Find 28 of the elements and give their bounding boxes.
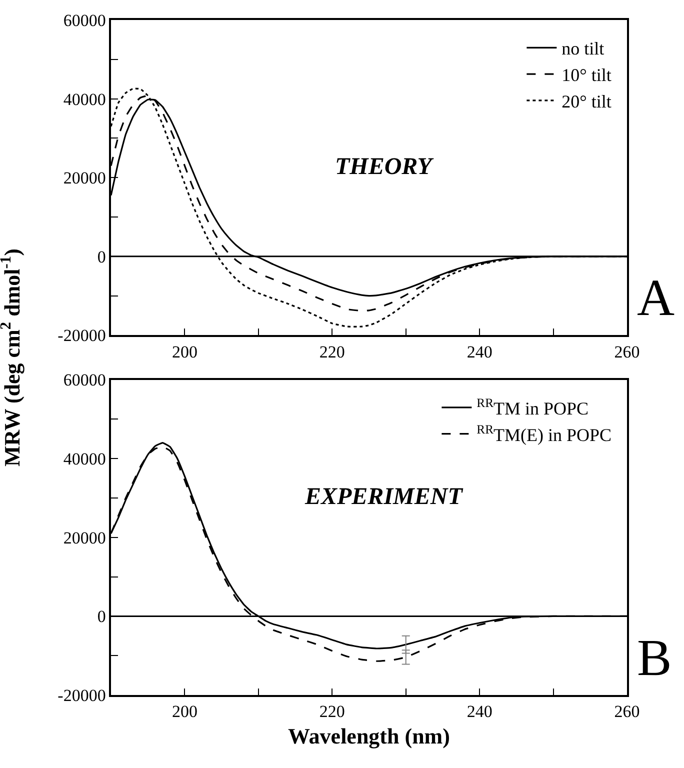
x-tick-label: 220 [319, 702, 345, 722]
y-tick-label: 0 [97, 247, 106, 266]
legend-label: 10° tilt [562, 65, 612, 86]
y-tick-label: -20000 [58, 326, 106, 346]
y-tick-label: 40000 [63, 450, 106, 469]
annotation: THEORY [335, 154, 434, 180]
y-tick-label: 20000 [63, 528, 106, 548]
legend-label: 20° tilt [562, 91, 612, 112]
text: A [637, 270, 675, 327]
legend-label: no tilt [562, 38, 604, 59]
x-tick-label: 200 [172, 702, 198, 722]
x-tick-label: 220 [319, 342, 345, 362]
y-tick-label: 0 [97, 607, 106, 626]
y-tick-label: 60000 [63, 10, 106, 30]
x-tick-label: 240 [466, 702, 492, 722]
legend-label: $^{RR}$TM(E) in POPC [476, 422, 612, 445]
y-tick-label: -20000 [58, 686, 106, 705]
y-tick-label: 20000 [63, 168, 106, 188]
x-tick-label: 200 [172, 342, 198, 362]
x-tick-label: 260 [614, 342, 640, 362]
x-tick-label: 260 [614, 702, 640, 722]
x-axis-title: Wavelength (nm) [288, 724, 450, 749]
annotation: EXPERIMENT [304, 484, 464, 510]
text: B [637, 630, 672, 687]
legend-label: $^{RR}$TM in POPC [476, 396, 589, 418]
x-tick-label: 240 [466, 342, 492, 362]
y-tick-label: 60000 [63, 370, 106, 390]
y-tick-label: 40000 [63, 90, 106, 109]
